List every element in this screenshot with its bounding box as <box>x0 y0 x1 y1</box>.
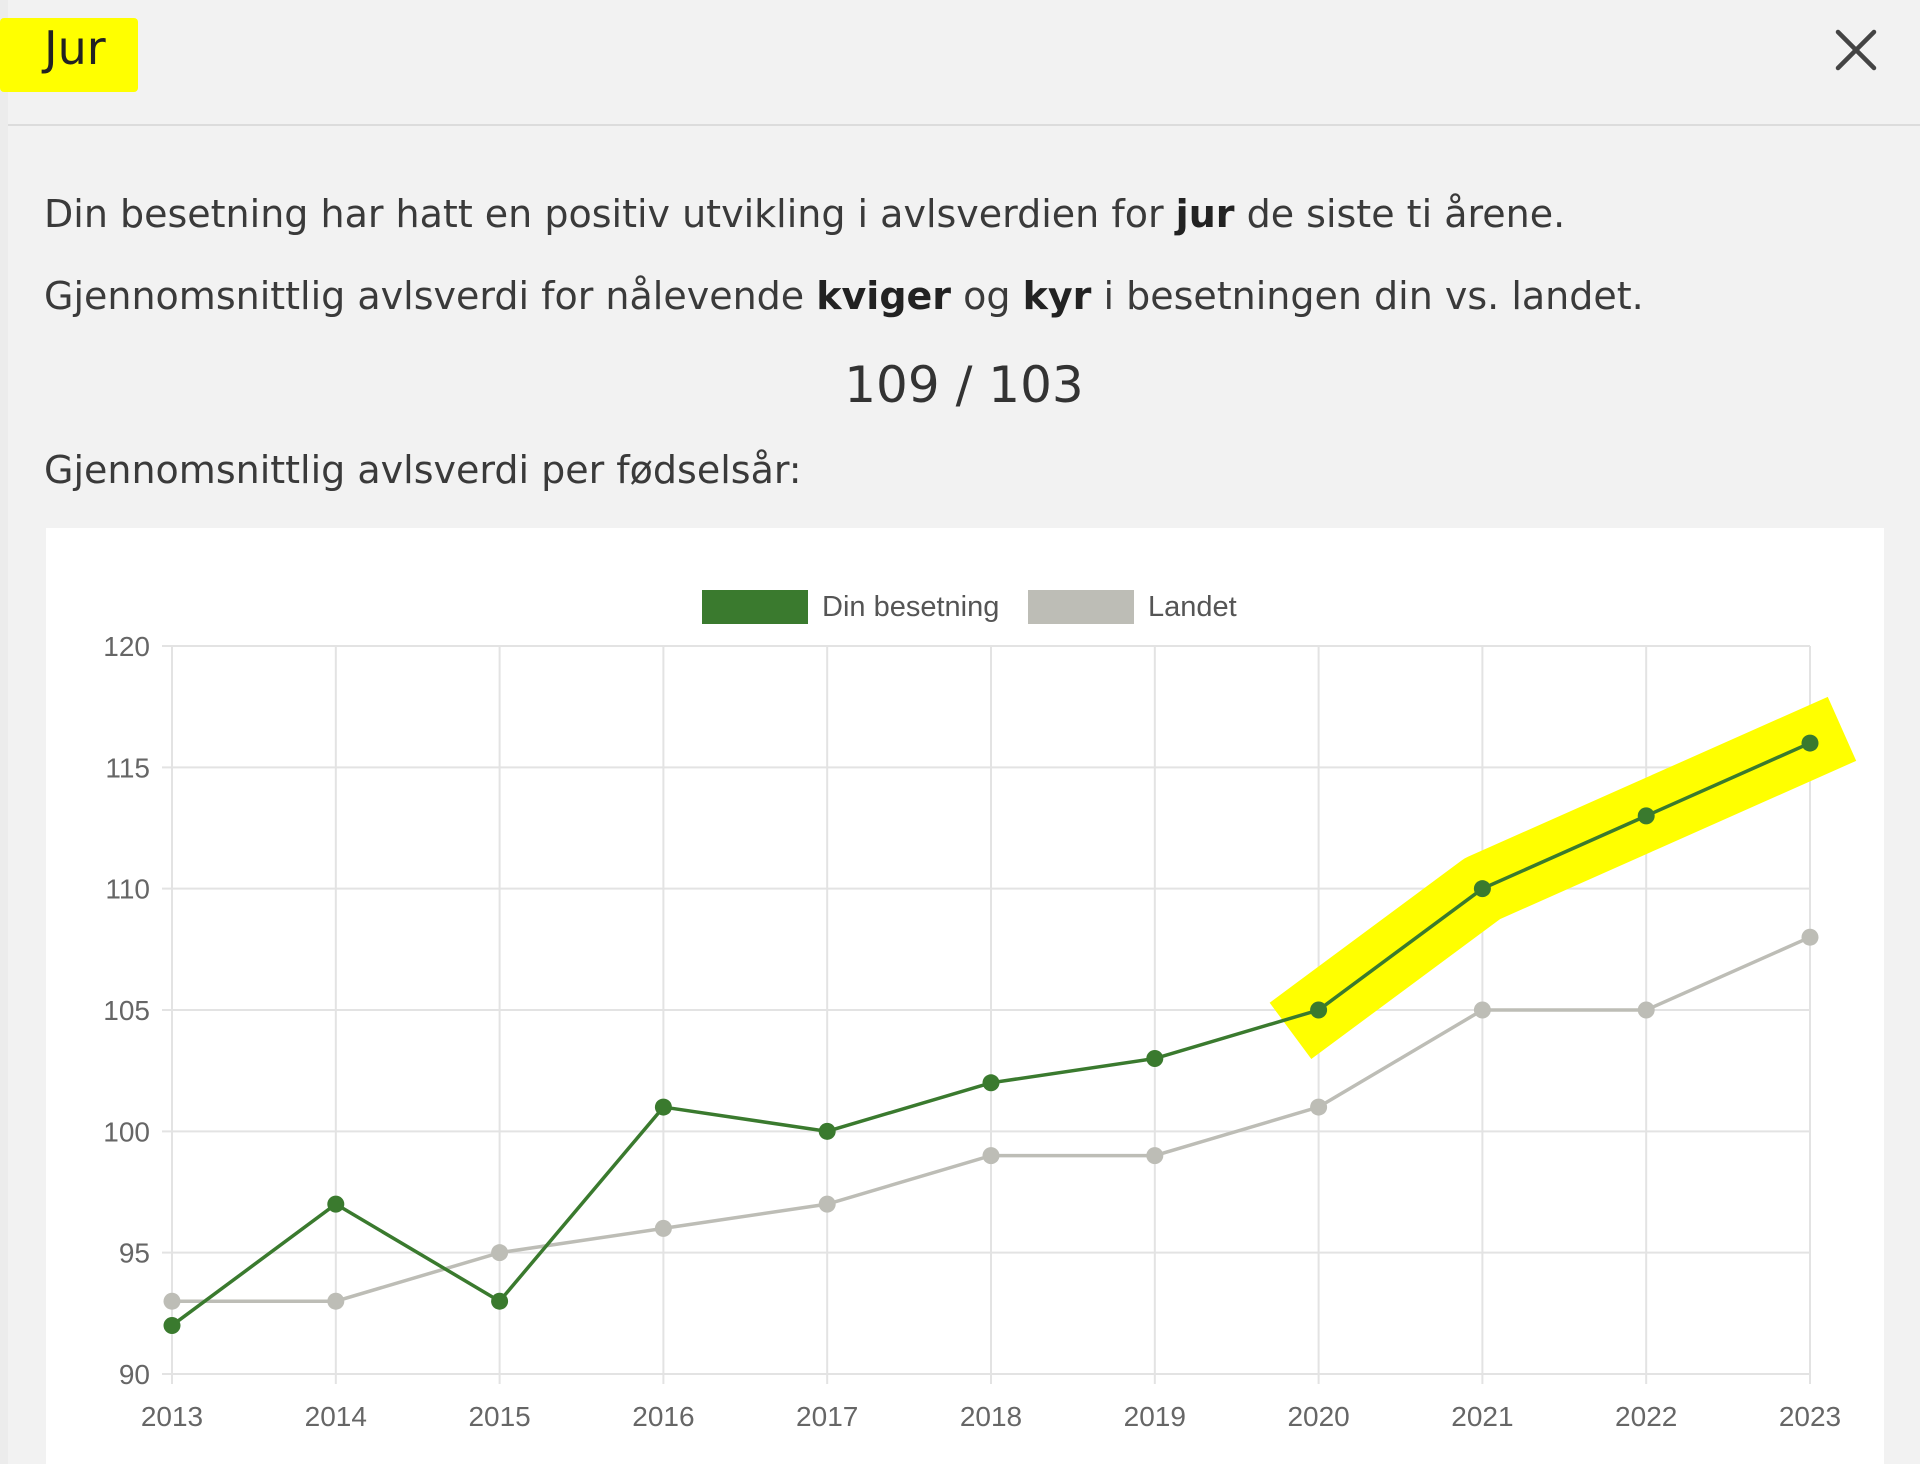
data-point[interactable] <box>327 1292 345 1310</box>
intro-text: Din besetning har hatt en positiv utvikl… <box>44 192 1565 236</box>
y-tick-label: 115 <box>105 752 150 783</box>
data-point[interactable] <box>654 1219 672 1237</box>
y-tick-label: 90 <box>119 1359 150 1390</box>
x-tick-label: 2020 <box>1287 1401 1349 1432</box>
data-point[interactable] <box>818 1195 836 1213</box>
data-point[interactable] <box>163 1316 181 1334</box>
close-icon <box>1835 29 1877 71</box>
intro-text-end: de siste ti årene. <box>1234 192 1566 236</box>
chart-ticks: 90 95 100 105 110 115 120 2013 2014 2015 2016 2017 2… <box>103 631 1841 1432</box>
chart-lines <box>163 734 1819 1334</box>
average-text-heifers: kviger <box>816 274 952 318</box>
intro-text-trait: jur <box>1175 192 1235 236</box>
data-point[interactable] <box>327 1195 345 1213</box>
y-tick-label: 120 <box>103 631 150 662</box>
data-point[interactable] <box>1310 1001 1328 1019</box>
y-tick-label: 110 <box>105 874 150 905</box>
chart-grid <box>162 645 1811 1384</box>
close-button[interactable] <box>1824 18 1888 82</box>
y-tick-label: 95 <box>119 1238 150 1269</box>
modal-title: Jur <box>44 21 106 75</box>
title-highlight <box>0 18 138 92</box>
data-point[interactable] <box>654 1098 672 1116</box>
x-tick-label: 2019 <box>1124 1401 1186 1432</box>
score-value: 109 / 103 <box>844 356 1084 414</box>
average-text-and: og <box>951 274 1023 318</box>
y-tick-label: 100 <box>103 1116 150 1147</box>
average-text-start: Gjennomsnittlig avlsverdi for nålevende <box>44 274 817 318</box>
legend-label[interactable]: Landet <box>1148 591 1237 623</box>
data-point[interactable] <box>1310 1098 1328 1116</box>
modal-header: Jur <box>0 0 1920 126</box>
data-point[interactable] <box>1473 880 1491 898</box>
data-point[interactable] <box>818 1122 836 1140</box>
data-point[interactable] <box>491 1244 509 1262</box>
x-tick-label: 2023 <box>1779 1401 1841 1432</box>
data-point[interactable] <box>1146 1147 1164 1165</box>
average-text-cows: kyr <box>1022 274 1092 318</box>
legend-swatch <box>1028 590 1134 624</box>
data-point[interactable] <box>1146 1050 1164 1068</box>
data-point[interactable] <box>163 1292 181 1310</box>
x-tick-label: 2018 <box>960 1401 1022 1432</box>
x-tick-label: 2022 <box>1615 1401 1677 1432</box>
data-point[interactable] <box>491 1292 509 1310</box>
x-tick-label: 2015 <box>468 1401 530 1432</box>
data-point[interactable] <box>1801 734 1819 752</box>
chart-legend: Din besetning Landet <box>702 590 1237 624</box>
chart-card: 90 95 100 105 110 115 120 2013 2014 2015 2016 2017 2… <box>46 528 1884 1464</box>
x-tick-label: 2014 <box>305 1401 367 1432</box>
average-text: Gjennomsnittlig avlsverdi for nålevende … <box>44 274 1644 318</box>
legend-swatch <box>702 590 808 624</box>
x-tick-label: 2013 <box>141 1401 203 1432</box>
data-point[interactable] <box>982 1074 1000 1092</box>
data-point[interactable] <box>1637 807 1655 825</box>
average-text-end: i besetningen din vs. landet. <box>1091 274 1644 318</box>
y-tick-label: 105 <box>103 995 150 1026</box>
x-tick-label: 2021 <box>1451 1401 1513 1432</box>
per-year-label: Gjennomsnittlig avlsverdi per fødselsår: <box>44 448 802 492</box>
data-point[interactable] <box>1473 1001 1491 1019</box>
x-tick-label: 2017 <box>796 1401 858 1432</box>
data-point[interactable] <box>982 1147 1000 1165</box>
data-point[interactable] <box>1801 928 1819 946</box>
x-tick-label: 2016 <box>632 1401 694 1432</box>
legend-label[interactable]: Din besetning <box>822 591 999 623</box>
intro-text-start: Din besetning har hatt en positiv utvikl… <box>44 192 1176 236</box>
data-point[interactable] <box>1637 1001 1655 1019</box>
line-chart: 90 95 100 105 110 115 120 2013 2014 2015 2016 2017 2… <box>103 590 1857 1432</box>
